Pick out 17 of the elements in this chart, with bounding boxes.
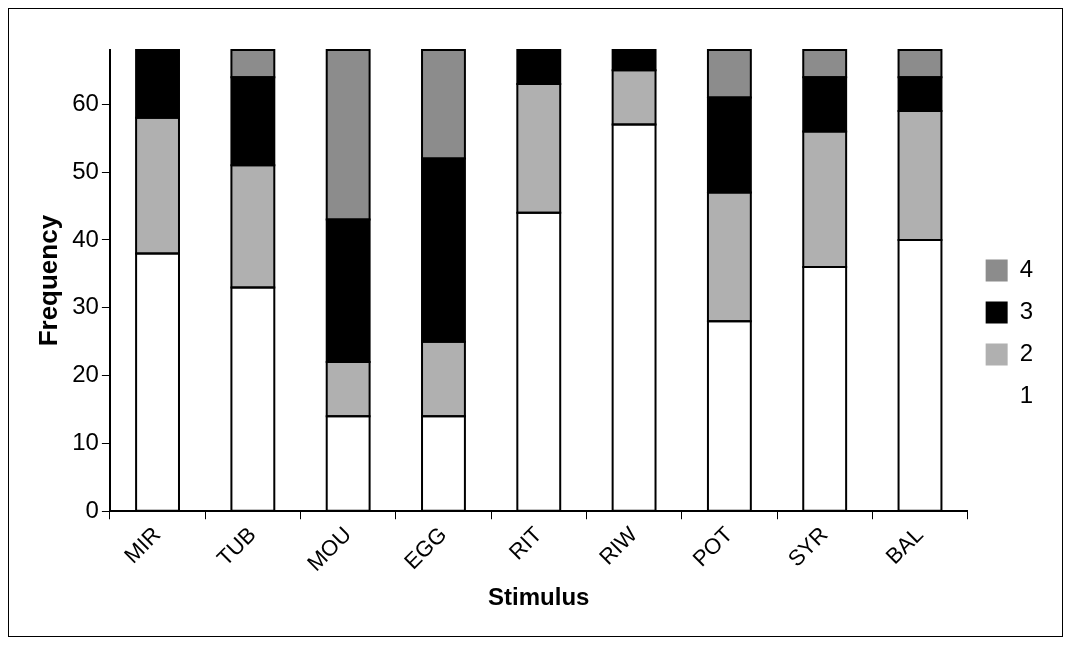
y-tick-label: 20 [72,360,99,388]
y-axis-title: Frequency [32,214,63,347]
x-tick-label: RIT [503,521,547,565]
y-tick-label: 60 [72,88,99,116]
legend-label: 3 [1019,297,1034,325]
x-tick-label: BAL [880,521,928,569]
legend-label: 4 [1019,255,1034,283]
y-tick-label: 0 [85,495,99,523]
y-tick-label: 40 [72,224,99,252]
x-tick-label: MIR [119,521,166,568]
legend-label: 2 [1019,339,1034,367]
x-tick-label: TUB [211,521,261,571]
y-tick-label: 30 [72,292,99,320]
y-tick-label: 50 [72,156,99,184]
y-tick-label: 10 [72,428,99,456]
text: 1 [1019,381,1034,409]
x-axis-title: Stimulus [488,583,590,611]
